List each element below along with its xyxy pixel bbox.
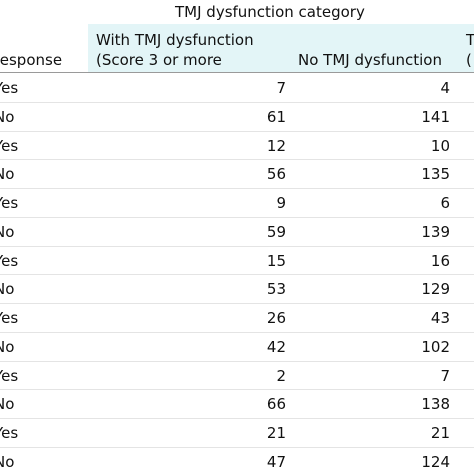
count-cell: 16 — [430, 251, 450, 270]
response-cell: Yes — [0, 424, 19, 442]
count-cell: 47 — [266, 452, 286, 471]
header-rule — [0, 72, 474, 73]
response-cell: Yes — [0, 251, 19, 270]
count-cell: 129 — [421, 280, 450, 299]
count-cell: 56 — [266, 165, 286, 184]
count-cell: 10 — [430, 136, 450, 155]
row-divider — [0, 418, 474, 419]
row-divider — [0, 446, 474, 448]
response-cell: No — [0, 280, 15, 299]
row-divider — [0, 360, 474, 362]
count-cell: 2 — [276, 366, 286, 385]
row-divider — [0, 245, 474, 247]
response-cell: No — [0, 107, 15, 126]
response-cell: Yes — [0, 79, 19, 97]
response-cell: No — [0, 165, 15, 184]
count-cell: 138 — [421, 395, 450, 414]
row-divider — [0, 216, 474, 218]
row-divider — [0, 130, 474, 132]
count-cell: 7 — [276, 79, 286, 97]
count-cell: 6 — [440, 194, 450, 212]
count-cell: 21 — [266, 424, 286, 442]
column-header: Response — [0, 51, 63, 69]
count-cell: 26 — [266, 309, 286, 327]
response-cell: Yes — [0, 136, 19, 155]
response-cell: Yes — [0, 309, 19, 327]
response-cell: No — [0, 395, 15, 414]
row-divider — [0, 303, 474, 304]
count-cell: 141 — [421, 107, 450, 126]
column-header: (Score 3 or more — [96, 51, 222, 69]
response-cell: Yes — [0, 194, 19, 212]
count-cell: 61 — [266, 107, 286, 126]
count-cell: 7 — [440, 366, 450, 385]
row-divider — [0, 274, 474, 276]
row-divider — [0, 159, 474, 161]
column-header: T — [466, 31, 474, 49]
response-cell: No — [0, 337, 15, 356]
count-cell: 102 — [421, 337, 450, 356]
count-cell: 139 — [421, 222, 450, 241]
header-background — [88, 24, 474, 72]
count-cell: 15 — [266, 251, 286, 270]
count-cell: 9 — [276, 194, 286, 212]
count-cell: 42 — [266, 337, 286, 356]
row-divider — [0, 101, 474, 103]
response-cell: No — [0, 452, 15, 471]
response-cell: Yes — [0, 366, 19, 385]
row-divider — [0, 389, 474, 391]
count-cell: 124 — [421, 452, 450, 471]
count-cell: 135 — [421, 165, 450, 184]
row-divider — [0, 331, 474, 333]
count-cell: 43 — [430, 309, 450, 327]
response-cell: No — [0, 222, 15, 241]
count-cell: 12 — [266, 136, 286, 155]
column-header: No TMJ dysfunction — [298, 51, 442, 69]
group-header: TMJ dysfunction category — [175, 3, 365, 21]
column-header: With TMJ dysfunction — [96, 31, 254, 49]
count-cell: 21 — [430, 424, 450, 442]
count-cell: 59 — [266, 222, 286, 241]
count-cell: 66 — [266, 395, 286, 414]
column-header: ( — [466, 51, 472, 69]
row-divider — [0, 188, 474, 189]
count-cell: 53 — [266, 280, 286, 299]
count-cell: 4 — [440, 79, 450, 97]
